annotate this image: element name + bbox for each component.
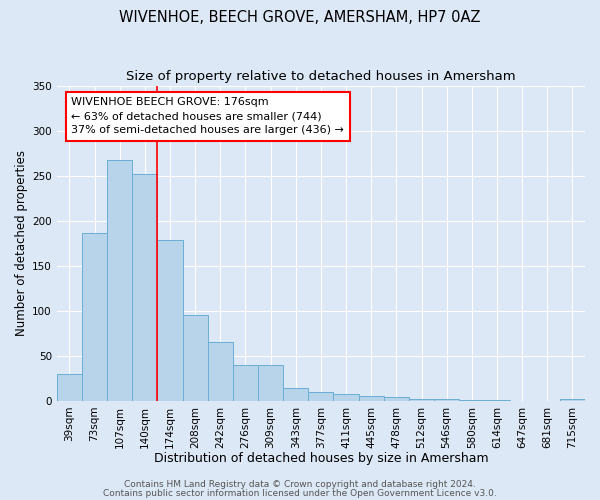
Bar: [560, 399, 585, 401]
Bar: [384, 397, 409, 401]
Bar: [182, 316, 208, 401]
Bar: [359, 396, 384, 401]
Bar: [258, 365, 283, 401]
Bar: [157, 240, 182, 401]
Bar: [283, 388, 308, 401]
Text: WIVENHOE, BEECH GROVE, AMERSHAM, HP7 0AZ: WIVENHOE, BEECH GROVE, AMERSHAM, HP7 0AZ: [119, 10, 481, 25]
Bar: [107, 160, 132, 401]
Text: Contains public sector information licensed under the Open Government Licence v3: Contains public sector information licen…: [103, 488, 497, 498]
Bar: [459, 400, 484, 401]
Bar: [434, 399, 459, 401]
Bar: [208, 342, 233, 401]
Bar: [484, 400, 509, 401]
Y-axis label: Number of detached properties: Number of detached properties: [15, 150, 28, 336]
Bar: [132, 174, 157, 401]
Bar: [57, 374, 82, 401]
Text: Contains HM Land Registry data © Crown copyright and database right 2024.: Contains HM Land Registry data © Crown c…: [124, 480, 476, 489]
Bar: [334, 394, 359, 401]
Bar: [233, 365, 258, 401]
Title: Size of property relative to detached houses in Amersham: Size of property relative to detached ho…: [126, 70, 516, 83]
Bar: [409, 399, 434, 401]
X-axis label: Distribution of detached houses by size in Amersham: Distribution of detached houses by size …: [154, 452, 488, 465]
Text: WIVENHOE BEECH GROVE: 176sqm
← 63% of detached houses are smaller (744)
37% of s: WIVENHOE BEECH GROVE: 176sqm ← 63% of de…: [71, 98, 344, 136]
Bar: [308, 392, 334, 401]
Bar: [82, 234, 107, 401]
